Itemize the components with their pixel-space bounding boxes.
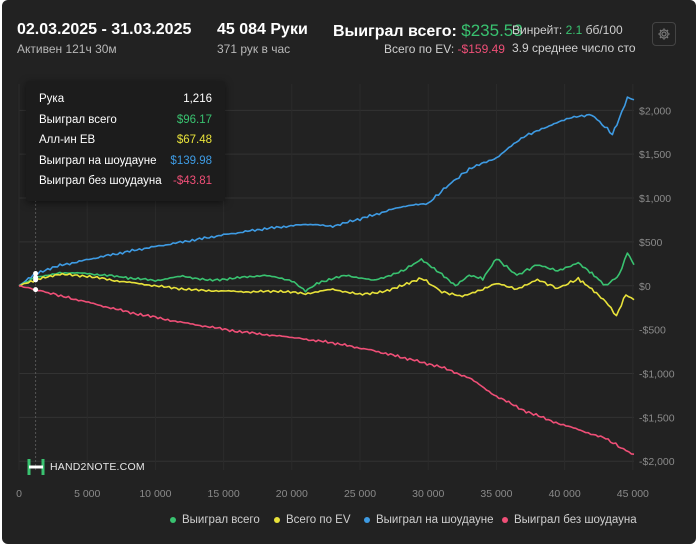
tooltip-label: Выиграл всего <box>39 113 117 126</box>
ev-value: -$159.49 <box>457 42 505 56</box>
series-line <box>18 285 635 455</box>
watermark-text: HAND2NOTE.COM <box>50 461 145 473</box>
legend-dot-icon <box>170 517 176 523</box>
total-won-value: $235.53 <box>461 21 523 40</box>
ev-label: Всего по EV: <box>384 42 455 56</box>
y-tick-label: $500 <box>639 237 663 249</box>
x-tick-label: 10 000 <box>139 488 171 500</box>
y-tick-label: -$2,000 <box>639 456 675 468</box>
x-tick-label: 25 000 <box>344 488 376 500</box>
legend-item[interactable]: Выиграл всего <box>170 514 260 526</box>
chart-lines <box>18 96 635 455</box>
x-tick-label: 5 000 <box>74 488 100 500</box>
hover-point <box>33 277 39 283</box>
winrate-label: Винрейт: <box>512 23 563 37</box>
x-tick-label: 40 000 <box>549 488 581 500</box>
winrate-value: 2.1 <box>565 23 583 37</box>
winrate: Винрейт: 2.1 бб/100 <box>512 23 623 37</box>
watermark-logo: HAND2NOTE.COM <box>26 457 145 477</box>
tooltip-value: $96.17 <box>176 113 212 126</box>
tooltip-label: Алл-ин ЕВ <box>39 134 96 146</box>
y-tick-label: $1,500 <box>639 149 671 161</box>
tooltip-value: $67.48 <box>176 134 212 146</box>
y-axis: $2,000 $1,500 $1,000 $500 $0 -$500 -$1,000 -$1,… <box>639 105 675 468</box>
tooltip-value: 1,216 <box>183 93 212 105</box>
x-tick-label: 0 <box>16 488 22 500</box>
chart-area[interactable]: $2,000 $1,500 $1,000 $500 $0 -$500 -$1,000 -$1,… <box>2 0 696 505</box>
y-tick-label: $2,000 <box>639 105 671 117</box>
winrate-unit: бб/100 <box>585 23 623 37</box>
tooltip-label: Выиграл без шоудауна <box>39 175 162 187</box>
y-tick-label: -$1,000 <box>639 369 675 381</box>
x-tick-label: 35 000 <box>480 488 512 500</box>
tooltip-row: Алл-ин ЕВ $67.48 <box>39 130 212 150</box>
series-line <box>18 272 635 317</box>
x-tick-label: 45 000 <box>617 488 649 500</box>
gear-icon <box>658 28 670 40</box>
y-tick-label: -$1,500 <box>639 412 675 424</box>
avg-stack: 3.9 среднее число сто <box>512 41 636 55</box>
hover-point <box>33 287 39 293</box>
x-tick-label: 20 000 <box>276 488 308 500</box>
legend-label: Выиграл без шоудауна <box>514 514 637 526</box>
x-tick-label: 15 000 <box>208 488 240 500</box>
legend-dot-icon <box>364 517 370 523</box>
legend-item[interactable]: Всего по EV <box>274 514 351 526</box>
tooltip-row: Выиграл без шоудауна -$43.81 <box>39 171 212 191</box>
date-range[interactable]: 02.03.2025 - 31.03.2025 <box>17 21 192 38</box>
tooltip-label: Выиграл на шоудауне <box>39 154 157 167</box>
series-line <box>18 252 635 293</box>
tooltip-value: -$43.81 <box>172 175 212 187</box>
y-tick-label: $1,000 <box>639 193 671 205</box>
legend-item[interactable]: Выиграл на шоудауне <box>364 514 494 526</box>
legend-dot-icon <box>274 517 280 523</box>
tooltip-row: Рука 1,216 <box>39 89 212 109</box>
tooltip-row: Выиграл на шоудауне $139.98 <box>39 151 212 171</box>
hand2note-logo-icon <box>27 459 45 475</box>
legend-label: Выиграл всего <box>182 514 260 526</box>
legend-label: Всего по EV <box>286 514 351 526</box>
total-won: Выиграл всего: $235.53 <box>333 21 523 41</box>
hands-count: 45 084 Руки <box>217 21 308 38</box>
y-tick-label: -$500 <box>639 325 666 337</box>
tooltip-row: Выиграл всего $96.17 <box>39 110 212 130</box>
hover-point <box>33 270 39 276</box>
chart-legend: Выиграл всего Всего по EV Выиграл на шоуда… <box>2 514 696 530</box>
y-tick-label: $0 <box>639 281 651 293</box>
hover-tooltip: Рука 1,216 Выиграл всего $96.17 Алл-ин ЕВ $67… <box>26 81 225 201</box>
settings-button[interactable] <box>652 22 676 46</box>
tooltip-label: Рука <box>39 93 65 105</box>
ev-total: Всего по EV: -$159.49 <box>384 42 505 56</box>
x-tick-label: 30 000 <box>412 488 444 500</box>
tooltip-value: $139.98 <box>170 154 212 167</box>
hands-per-hour: 371 рук в час <box>217 42 291 56</box>
series-line <box>18 96 635 287</box>
active-time: Активен 121ч 30м <box>17 42 117 56</box>
total-won-label: Выиграл всего: <box>333 23 457 40</box>
legend-item[interactable]: Выиграл без шоудауна <box>502 514 637 526</box>
legend-label: Выиграл на шоудауне <box>376 514 494 526</box>
x-axis: 0 5 000 10 000 15 000 20 000 25 000 30 000 35 0… <box>16 488 649 500</box>
legend-dot-icon <box>502 517 508 523</box>
